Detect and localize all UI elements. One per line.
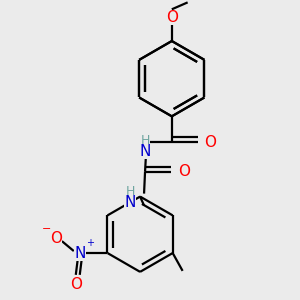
Text: N: N [140, 145, 151, 160]
Text: O: O [166, 10, 178, 25]
Text: N: N [74, 245, 85, 260]
Text: N: N [124, 195, 136, 210]
Text: −: − [41, 224, 51, 234]
Text: H: H [125, 185, 135, 198]
Text: O: O [50, 231, 62, 246]
Text: +: + [86, 238, 94, 248]
Text: O: O [178, 164, 190, 179]
Text: H: H [140, 134, 150, 147]
Text: O: O [204, 135, 216, 150]
Text: O: O [70, 277, 82, 292]
